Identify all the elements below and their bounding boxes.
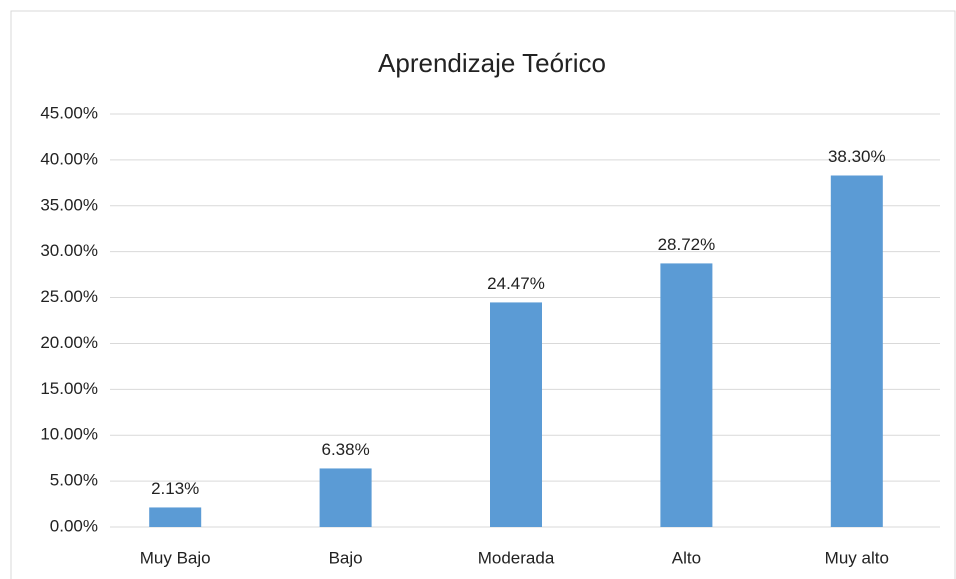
y-tick-label: 15.00%	[40, 379, 98, 398]
data-label: 28.72%	[658, 235, 716, 254]
data-label: 24.47%	[487, 274, 545, 293]
data-label: 38.30%	[828, 147, 886, 166]
y-tick-label: 30.00%	[40, 241, 98, 260]
data-label: 2.13%	[151, 479, 199, 498]
bar	[490, 302, 542, 527]
bar	[660, 263, 713, 527]
y-tick-label: 0.00%	[50, 516, 98, 535]
y-tick-label: 45.00%	[40, 103, 98, 122]
y-tick-label: 5.00%	[50, 471, 98, 490]
x-tick-label: Muy alto	[825, 548, 889, 567]
data-label: 6.38%	[321, 440, 369, 459]
x-tick-label: Moderada	[478, 548, 555, 567]
chart-title: Aprendizaje Teórico	[378, 48, 606, 78]
x-tick-label: Bajo	[329, 548, 363, 567]
y-tick-label: 10.00%	[40, 425, 98, 444]
x-tick-label: Muy Bajo	[140, 548, 211, 567]
bar	[149, 507, 202, 527]
y-tick-label: 40.00%	[40, 149, 98, 168]
bar	[319, 468, 372, 527]
y-tick-label: 35.00%	[40, 195, 98, 214]
y-tick-label: 20.00%	[40, 333, 98, 352]
y-tick-label: 25.00%	[40, 287, 98, 306]
bar	[830, 175, 883, 528]
chart-border	[10, 10, 956, 579]
x-tick-label: Alto	[672, 548, 701, 567]
